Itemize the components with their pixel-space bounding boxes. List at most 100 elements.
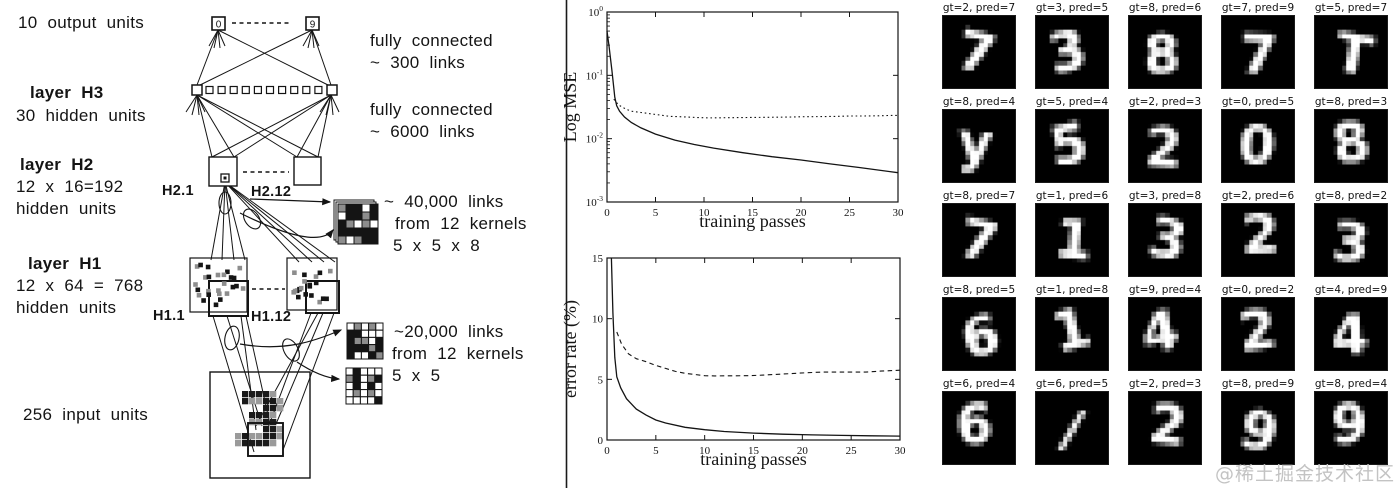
label-h2-last: H2.12 — [251, 184, 291, 200]
digit-label: gt=8, pred=9 — [1221, 378, 1295, 390]
y-axis-label: Log MSE — [560, 72, 580, 143]
label-conv1-line2: from 12 kernels — [392, 344, 524, 363]
digit-image — [1035, 297, 1109, 371]
h1-left-pattern — [193, 262, 246, 308]
label-h2-line2: 12 x 16=192 — [16, 177, 123, 196]
label-h2-title: layer H2 — [20, 155, 94, 174]
digit-cell: gt=8, pred=7 — [942, 190, 1016, 277]
x-tick-label: 15 — [748, 445, 760, 457]
x-tick-label: 5 — [653, 207, 659, 219]
digit-label: gt=2, pred=6 — [1221, 190, 1295, 202]
y-tick-label: 10-2 — [586, 131, 603, 146]
plot-box — [606, 257, 901, 441]
label-h2-first: H2.1 — [162, 183, 194, 199]
y-tick-label: 10-3 — [586, 194, 603, 209]
label-h1-last: H1.12 — [251, 309, 291, 325]
x-tick-label: 20 — [797, 445, 809, 457]
digit-cell: gt=8, pred=4 — [1314, 378, 1388, 465]
digit-image — [1314, 297, 1388, 371]
digit-cell: gt=6, pred=4 — [942, 378, 1016, 465]
digit-cell: gt=2, pred=6 — [1221, 190, 1295, 277]
series-dashed — [616, 331, 901, 377]
digit-cell: gt=0, pred=5 — [1221, 96, 1295, 183]
x-tick-label: 10 — [699, 207, 711, 219]
label-input-units: 256 input units — [23, 405, 148, 424]
watermark: @稀土掘金技术社区 — [1214, 463, 1395, 485]
digit-image — [1314, 15, 1388, 89]
label-h1-line3: hidden units — [16, 298, 116, 317]
label-fc2-line2: ~ 6000 links — [370, 122, 475, 141]
h2-maps — [208, 156, 322, 187]
digit-label: gt=6, pred=4 — [942, 378, 1016, 390]
y-tick-label: 5 — [598, 374, 604, 386]
y-tick-label: 10-1 — [586, 67, 603, 82]
digit-cell: gt=5, pred=4 — [1035, 96, 1109, 183]
digit-label: gt=4, pred=9 — [1314, 284, 1388, 296]
label-h1-title: layer H1 — [28, 254, 102, 273]
digit-label: gt=5, pred=4 — [1035, 96, 1109, 108]
digit-cell: gt=5, pred=7 — [1314, 2, 1388, 89]
digit-cell: gt=1, pred=6 — [1035, 190, 1109, 277]
y-axis-label: error rate (%) — [560, 300, 581, 398]
digit-label: gt=8, pred=2 — [1314, 190, 1388, 202]
label-fc1-line1: fully connected — [370, 31, 493, 50]
digit-cell: gt=9, pred=4 — [1128, 284, 1202, 371]
digit-image — [1221, 109, 1295, 183]
x-tick-label: 25 — [844, 207, 856, 219]
digit-cell: gt=3, pred=8 — [1128, 190, 1202, 277]
digit-image — [942, 391, 1016, 465]
digit-cell: gt=2, pred=3 — [1128, 378, 1202, 465]
x-tick-label: 15 — [747, 207, 759, 219]
digit-label: gt=8, pred=7 — [942, 190, 1016, 202]
digit-cell: gt=8, pred=3 — [1314, 96, 1388, 183]
x-tick-label: 30 — [893, 207, 905, 219]
kernel-cube — [333, 199, 379, 245]
h3-end-node-left — [191, 84, 203, 96]
digit-label: gt=9, pred=4 — [1128, 284, 1202, 296]
h3-unit-row — [205, 85, 323, 95]
digit-image — [1314, 109, 1388, 183]
label-fc1-line2: ~ 300 links — [370, 53, 465, 72]
digit-image — [942, 203, 1016, 277]
h3-end-node-right — [326, 84, 338, 96]
network-diagram: 0 9 — [16, 13, 526, 479]
input-image-box — [209, 371, 311, 479]
input-receptive-field — [247, 422, 284, 457]
label-conv1-line3: 5 x 5 — [392, 366, 440, 385]
label-h2-line3: hidden units — [16, 199, 116, 218]
digit-cell: gt=1, pred=8 — [1035, 284, 1109, 371]
kernel-5x5-a — [346, 322, 384, 360]
ellipsis-dashes — [232, 22, 292, 290]
label-h3-title: layer H3 — [30, 83, 104, 102]
digit-image — [1314, 391, 1388, 465]
digit-label: gt=0, pred=5 — [1221, 96, 1295, 108]
y-tick-label: 0 — [598, 435, 604, 447]
digit-label: gt=8, pred=3 — [1314, 96, 1388, 108]
x-tick-label: 5 — [653, 445, 659, 457]
digit-image — [1314, 203, 1388, 277]
digit-image — [1035, 109, 1109, 183]
plot-box — [606, 11, 899, 203]
digit-image — [1221, 203, 1295, 277]
series-solid — [606, 31, 899, 174]
h1-maps — [189, 257, 340, 317]
digit-image — [1128, 15, 1202, 89]
digit-label: gt=0, pred=2 — [1221, 284, 1295, 296]
digit-image — [1035, 391, 1109, 465]
digit-label: gt=8, pred=6 — [1128, 2, 1202, 14]
digit-image — [1221, 15, 1295, 89]
kernel-arrows — [239, 198, 343, 382]
output-digit-left: 0 — [216, 20, 222, 31]
digit-image — [1128, 109, 1202, 183]
x-tick-label: 0 — [604, 207, 610, 219]
digit-cell: gt=8, pred=5 — [942, 284, 1016, 371]
digit-label: gt=2, pred=3 — [1128, 378, 1202, 390]
x-tick-label: 25 — [846, 445, 858, 457]
digit-cell: gt=0, pred=2 — [1221, 284, 1295, 371]
misclassified-digits-panel: gt=2, pred=7 gt=3, pred=5 gt=8, pred=6 gt=7… — [930, 0, 1400, 488]
digit-cell: gt=3, pred=5 — [1035, 2, 1109, 89]
digit-label: gt=8, pred=5 — [942, 284, 1016, 296]
